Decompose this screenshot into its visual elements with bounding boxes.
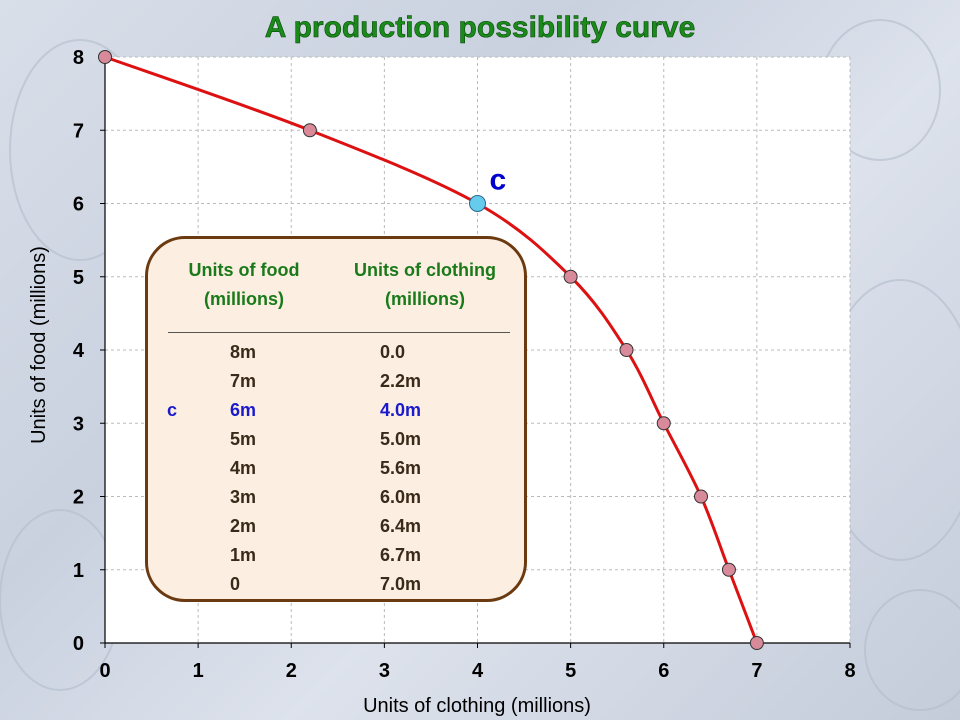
- data-point: [619, 343, 634, 357]
- y-tick-label: 1: [73, 560, 84, 582]
- x-tick-label: 7: [751, 660, 762, 682]
- clothing-value: 7.0m: [380, 574, 422, 594]
- y-axis-label: Units of food (millions): [28, 246, 50, 444]
- y-tick-label: 8: [73, 47, 84, 69]
- x-tick-label: 2: [286, 660, 297, 682]
- axes: [100, 56, 851, 648]
- data-point: [694, 489, 708, 504]
- food-value: 7m: [230, 371, 257, 391]
- food-value: 0: [230, 574, 241, 594]
- table-header-clothing: Units of clothing: [354, 260, 496, 280]
- clothing-value: 5.0m: [380, 429, 422, 449]
- table-row: 1m 6.7m: [148, 545, 524, 574]
- x-tick-label: 4: [472, 660, 484, 682]
- clothing-value: 2.2m: [380, 371, 422, 391]
- food-value: 2m: [230, 516, 257, 536]
- x-tick-label: 5: [565, 660, 576, 682]
- table-row: 8m 0.0: [148, 342, 524, 371]
- data-point: [749, 636, 764, 650]
- x-axis-label: Units of clothing (millions): [363, 695, 591, 717]
- food-value: 6m: [230, 400, 257, 420]
- y-tick-label: 3: [73, 413, 84, 435]
- clothing-value: 5.6m: [380, 458, 422, 478]
- y-tick-label: 0: [73, 633, 84, 655]
- row-tag: c: [167, 400, 178, 420]
- table-row: 0 7.0m: [148, 574, 524, 603]
- clothing-value: 6.4m: [380, 516, 422, 536]
- x-tick-label: 3: [379, 660, 390, 682]
- data-point: [656, 416, 671, 431]
- table-header-clothing-unit: (millions): [385, 289, 465, 309]
- data-point: [563, 269, 578, 284]
- data-points: [98, 50, 764, 650]
- y-tick-label: 2: [73, 487, 84, 509]
- table-header-food: Units of food: [188, 260, 300, 280]
- table-row: 5m 5.0m: [148, 429, 524, 458]
- clothing-value: 6.7m: [380, 545, 422, 565]
- data-point: [721, 562, 736, 577]
- y-tick-label: 6: [73, 194, 84, 216]
- x-tick-label: 0: [99, 660, 110, 682]
- table-row: 4m 5.6m: [148, 458, 524, 487]
- table-divider: [168, 332, 510, 333]
- point-c-label: c: [490, 164, 507, 197]
- food-value: 8m: [230, 342, 257, 362]
- clothing-value: 4.0m: [380, 400, 422, 420]
- data-table: Units of food (millions) Units of clothi…: [145, 236, 527, 602]
- food-value: 4m: [230, 458, 257, 478]
- x-tick-label: 8: [844, 660, 855, 682]
- data-point: [302, 123, 317, 138]
- clothing-value: 0.0: [380, 342, 406, 362]
- y-tick-label: 5: [73, 267, 84, 289]
- y-tick-label: 7: [73, 120, 84, 142]
- chart-title: A production possibility curve: [265, 11, 696, 44]
- data-point: [98, 50, 112, 64]
- food-value: 3m: [230, 487, 257, 507]
- table-row: 3m 6.0m: [148, 487, 524, 516]
- data-point-c: [469, 195, 486, 212]
- tick-labels: 0 1 2 3 4 5 6 7 8 0 1 2 3 4 5 6 7 8: [73, 47, 856, 682]
- table-header-food-unit: (millions): [204, 289, 284, 309]
- table-row: 7m 2.2m: [148, 371, 524, 400]
- table-row: c 6m 4.0m: [148, 400, 524, 429]
- x-tick-label: 6: [658, 660, 669, 682]
- food-value: 5m: [230, 429, 257, 449]
- y-tick-label: 4: [73, 340, 85, 362]
- clothing-value: 6.0m: [380, 487, 422, 507]
- x-tick-label: 1: [193, 660, 204, 682]
- table-row: 2m 6.4m: [148, 516, 524, 545]
- food-value: 1m: [230, 545, 257, 565]
